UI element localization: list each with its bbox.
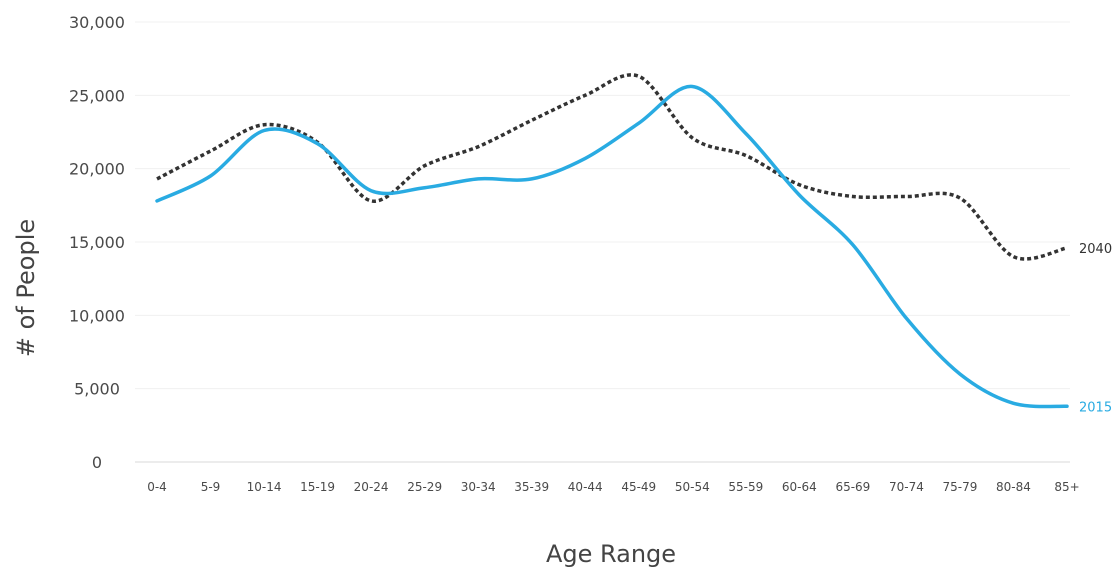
y-tick-label: 30,000 [69,13,125,32]
x-tick-label: 60-64 [782,480,817,494]
y-tick-label: 10,000 [69,306,125,325]
series-label-2015: 2015 [1079,400,1112,415]
x-tick-label: 30-34 [461,480,496,494]
x-tick-label: 10-14 [247,480,282,494]
x-tick-label: 70-74 [889,480,924,494]
series-label-2040: 2040 [1079,242,1112,257]
series-lines [155,73,1069,409]
y-tick-label: 15,000 [69,233,125,252]
y-tick-label: 20,000 [69,160,125,179]
x-tick-label: 65-69 [835,480,870,494]
y-axis: 0 5,000 10,000 15,000 20,000 25,000 30,000 [69,13,125,472]
x-tick-label: 50-54 [675,480,710,494]
x-tick-label: 80-84 [996,480,1031,494]
x-tick-label: 35-39 [514,480,549,494]
x-tick-label: 40-44 [568,480,603,494]
x-axis: 0-4 5-9 10-14 15-19 20-24 25-29 30-34 35-39 40-4… [147,480,1079,494]
x-tick-label: 20-24 [354,480,389,494]
x-tick-label: 5-9 [201,480,221,494]
series-labels: 2040 2015 [1079,242,1112,415]
x-axis-label: Age Range [546,540,676,568]
x-tick-label: 75-79 [943,480,978,494]
x-tick-label: 55-59 [728,480,763,494]
series-line-2040 [156,73,1068,261]
x-tick-label: 85+ [1054,480,1079,494]
x-tick-label: 25-29 [407,480,442,494]
y-tick-label: 0 [92,453,102,472]
x-tick-label: 45-49 [621,480,656,494]
y-tick-label: 5,000 [74,380,120,399]
x-tick-label: 15-19 [300,480,335,494]
y-tick-label: 25,000 [69,86,125,105]
x-tick-label: 0-4 [147,480,167,494]
series-line-2015 [155,84,1069,409]
y-axis-label: # of People [12,219,40,357]
grid [135,21,1070,463]
